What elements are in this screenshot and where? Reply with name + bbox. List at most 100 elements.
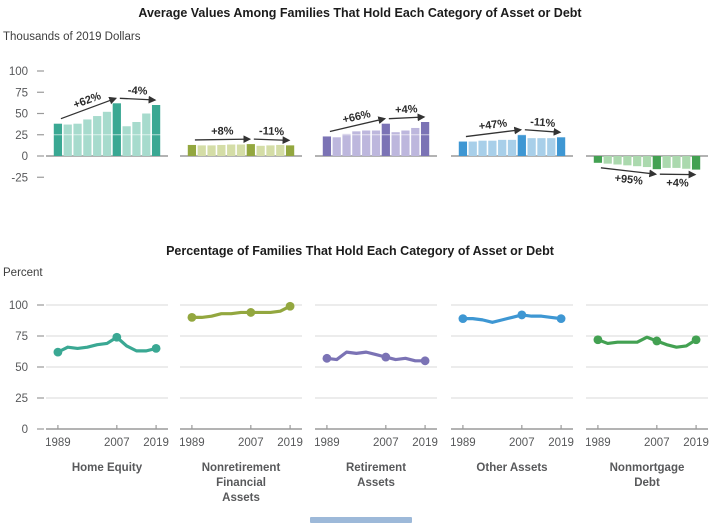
x-tick-label: 2019: [143, 437, 169, 449]
annotation-label: +8%: [211, 125, 234, 137]
trend-line: [596, 335, 698, 349]
bar: [207, 145, 216, 156]
bar: [227, 144, 236, 156]
bar: [682, 156, 691, 169]
x-tick-label: 2007: [373, 437, 399, 449]
bar: [53, 123, 63, 156]
annotation-label: +95%: [614, 172, 644, 187]
data-point-marker: [187, 313, 197, 322]
y-tick-label: 100: [9, 66, 28, 78]
bar: [547, 138, 556, 156]
bar: [371, 130, 381, 156]
change-arrow: [329, 116, 387, 133]
trend-line: [325, 350, 427, 363]
change-arrow: [388, 113, 426, 122]
x-tick-label: 2007: [104, 437, 130, 449]
footer-accent-bar: [310, 517, 412, 523]
y-tick-label: 25: [15, 130, 28, 142]
category-label: Other Assets: [476, 462, 548, 474]
data-point-marker: [458, 314, 468, 324]
y-tick-label: 50: [15, 362, 28, 374]
data-point-marker: [556, 314, 566, 324]
bar: [642, 156, 652, 168]
bar: [256, 145, 265, 156]
bar: [420, 122, 430, 156]
data-point-marker: [652, 336, 662, 346]
bar: [246, 144, 255, 156]
y-tick-label: 75: [15, 87, 28, 99]
x-tick-label: 2019: [683, 437, 709, 449]
data-point-marker: [322, 353, 332, 363]
y-tick-label: 100: [9, 300, 28, 312]
bar: [285, 145, 295, 156]
data-point-marker: [691, 335, 701, 345]
data-point-marker: [53, 347, 63, 357]
bar: [151, 105, 161, 156]
x-tick-label: 1989: [45, 437, 71, 449]
category-label: Nonretirement Financial Assets: [201, 462, 281, 504]
top-panel-title: Average Values Among Families That Hold …: [138, 6, 582, 20]
annotation-label: -4%: [128, 85, 148, 98]
bar: [507, 139, 517, 156]
change-arrow: [194, 135, 252, 144]
bar: [122, 126, 131, 156]
annotation-label: +62%: [72, 90, 103, 111]
category-label: Retirement Assets: [345, 462, 407, 489]
bar: [478, 140, 487, 156]
bar: [73, 123, 82, 156]
data-point-marker: [151, 344, 161, 353]
line-chart-panel: 100 75 50 25 0 1989 2007 2019 1989 2007 2019 1989 20…: [9, 300, 709, 449]
bar: [662, 156, 671, 168]
bar: [102, 111, 112, 156]
annotation-label: -11%: [259, 125, 285, 138]
category-label: Home Equity: [71, 462, 143, 474]
bar: [401, 130, 410, 156]
category-labels-row: Home Equity Nonretirement Financial Asset…: [0, 461, 720, 519]
x-tick-label: 2019: [412, 437, 438, 449]
bar: [411, 127, 420, 156]
x-tick-label: 1989: [314, 437, 340, 449]
y-tick-label: 0: [22, 151, 28, 163]
bar: [633, 156, 642, 167]
data-point-marker: [381, 352, 391, 362]
annotation-label: -11%: [530, 116, 556, 130]
x-tick-label: 1989: [179, 437, 205, 449]
bar-chart-panel: 100 75 50 25 0 -25 +62% -4% +8% -11% +66% +4% +47% -1…: [9, 66, 708, 190]
x-tick-label: 2007: [238, 437, 264, 449]
change-arrow: [253, 136, 291, 145]
bar: [652, 156, 661, 170]
y-tick-label: -25: [11, 172, 28, 184]
bar: [342, 133, 351, 156]
y-tick-label: 25: [15, 393, 28, 405]
top-panel-unit-label: Thousands of 2019 Dollars: [3, 31, 141, 43]
bar: [623, 156, 632, 166]
change-arrow: [465, 126, 523, 138]
bottom-panel-unit-label: Percent: [3, 267, 43, 279]
bar: [613, 156, 622, 165]
bar: [603, 156, 612, 164]
bar: [266, 145, 275, 156]
bottom-panel-title: Percentage of Families That Hold Each Ca…: [166, 244, 554, 258]
bar: [352, 131, 361, 156]
data-point-marker: [420, 356, 430, 366]
change-arrow: [119, 95, 157, 104]
bar: [691, 156, 701, 170]
bar: [593, 156, 603, 163]
change-arrow: [60, 96, 118, 120]
bar: [468, 141, 477, 156]
annotation-label: +4%: [666, 177, 689, 189]
bar: [236, 144, 246, 156]
bar: [322, 136, 332, 156]
y-tick-label: 0: [22, 424, 28, 436]
bar: [112, 103, 121, 156]
bar: [332, 137, 341, 156]
bar: [132, 122, 141, 156]
bar: [187, 144, 197, 156]
x-tick-label: 2007: [509, 437, 535, 449]
annotation-label: +4%: [395, 103, 418, 116]
bar: [93, 116, 102, 156]
annotation-label: +66%: [341, 108, 372, 126]
data-point-marker: [112, 332, 122, 342]
change-arrow: [524, 127, 562, 136]
